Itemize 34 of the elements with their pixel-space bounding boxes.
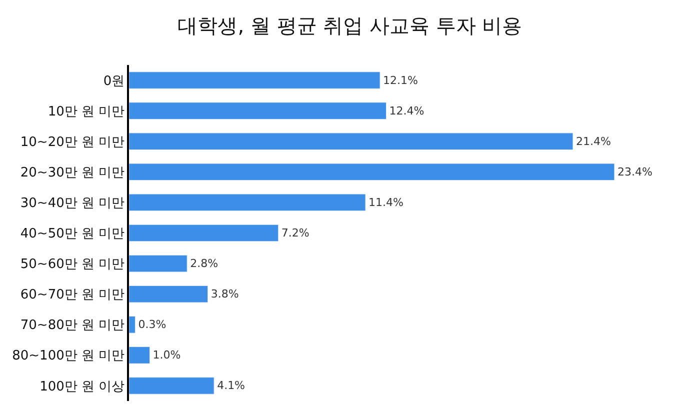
y-tick-label: 80~100만 원 미만 bbox=[12, 348, 125, 364]
data-label: 12.1% bbox=[383, 74, 418, 87]
data-label: 3.8% bbox=[210, 288, 239, 301]
bar bbox=[129, 194, 366, 212]
data-label: 0.3% bbox=[138, 318, 166, 332]
y-tick-label: 20~30만 원 미만 bbox=[20, 165, 125, 180]
data-label: 7.2% bbox=[281, 226, 310, 240]
bar bbox=[129, 316, 136, 334]
y-tick-label: 70~80만 원 미만 bbox=[20, 318, 125, 334]
bar bbox=[129, 102, 386, 120]
bar bbox=[129, 163, 615, 181]
data-label: 11.4% bbox=[368, 196, 404, 209]
chart-title: 대학생, 월 평균 취업 사교육 투자 비용 bbox=[178, 14, 522, 38]
bar bbox=[129, 132, 574, 150]
bar bbox=[129, 285, 208, 303]
bar bbox=[129, 224, 279, 242]
y-tick-label: 0원 bbox=[103, 74, 125, 89]
bar bbox=[129, 254, 188, 272]
y-tick-label: 60~70만 원 미만 bbox=[20, 288, 125, 303]
data-label: 1.0% bbox=[152, 348, 181, 362]
y-tick-label: 100만 원 이상 bbox=[40, 379, 125, 394]
y-tick-label: 30~40만 원 미만 bbox=[20, 196, 125, 211]
bar bbox=[129, 72, 380, 89]
data-label: 21.4% bbox=[576, 134, 611, 148]
bar bbox=[129, 377, 214, 394]
data-label: 23.4% bbox=[617, 165, 652, 178]
y-tick-label: 40~50만 원 미만 bbox=[20, 226, 125, 242]
data-label: 12.4% bbox=[389, 104, 424, 118]
y-tick-label: 50~60만 원 미만 bbox=[20, 257, 125, 272]
bar bbox=[129, 346, 150, 364]
y-tick-label: 10~20만 원 미만 bbox=[20, 134, 125, 150]
data-label: 4.1% bbox=[217, 379, 246, 392]
data-label: 2.8% bbox=[190, 257, 218, 270]
y-tick-label: 10만 원 미만 bbox=[48, 104, 125, 120]
